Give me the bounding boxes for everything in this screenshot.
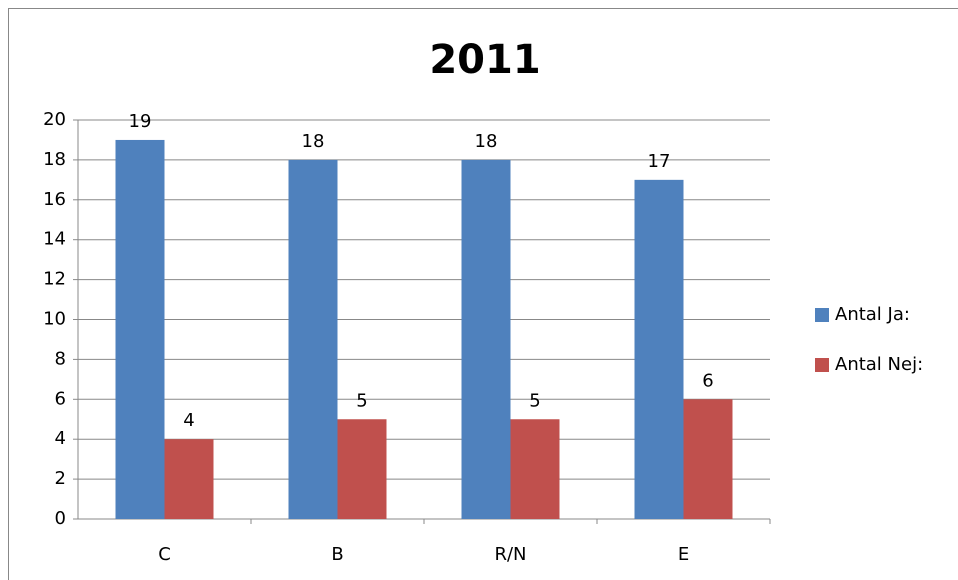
x-tick-label: E xyxy=(678,544,689,565)
legend-swatch xyxy=(815,358,829,372)
x-tick-label: B xyxy=(331,544,343,565)
legend-label: Antal Ja: xyxy=(835,304,910,325)
bar xyxy=(115,139,165,519)
bar xyxy=(634,179,684,519)
data-label: 5 xyxy=(529,390,540,411)
data-label: 17 xyxy=(648,151,671,172)
bar xyxy=(164,439,214,519)
y-tick-label: 14 xyxy=(43,229,66,250)
bar xyxy=(510,419,560,519)
y-tick-label: 0 xyxy=(55,508,66,529)
bar xyxy=(683,399,733,519)
bar xyxy=(288,159,338,519)
data-label: 4 xyxy=(183,410,194,431)
data-label: 18 xyxy=(302,131,325,152)
y-tick-label: 12 xyxy=(43,269,66,290)
legend-swatch xyxy=(815,308,829,322)
y-tick-label: 8 xyxy=(55,348,66,369)
y-tick-label: 16 xyxy=(43,189,66,210)
bar xyxy=(337,419,387,519)
y-tick-label: 20 xyxy=(43,109,66,130)
chart-title: 2011 xyxy=(429,37,540,83)
data-label: 5 xyxy=(356,390,367,411)
data-label: 18 xyxy=(475,131,498,152)
y-tick-label: 6 xyxy=(55,388,66,409)
y-tick-label: 10 xyxy=(43,309,66,330)
y-tick-label: 4 xyxy=(55,428,66,449)
bar xyxy=(461,159,511,519)
y-tick-label: 18 xyxy=(43,149,66,170)
x-tick-label: C xyxy=(158,544,171,565)
legend-label: Antal Nej: xyxy=(835,354,923,375)
data-label: 6 xyxy=(702,370,713,391)
x-tick-label: R/N xyxy=(494,544,526,565)
y-tick-label: 2 xyxy=(55,468,66,489)
data-label: 19 xyxy=(129,111,152,132)
